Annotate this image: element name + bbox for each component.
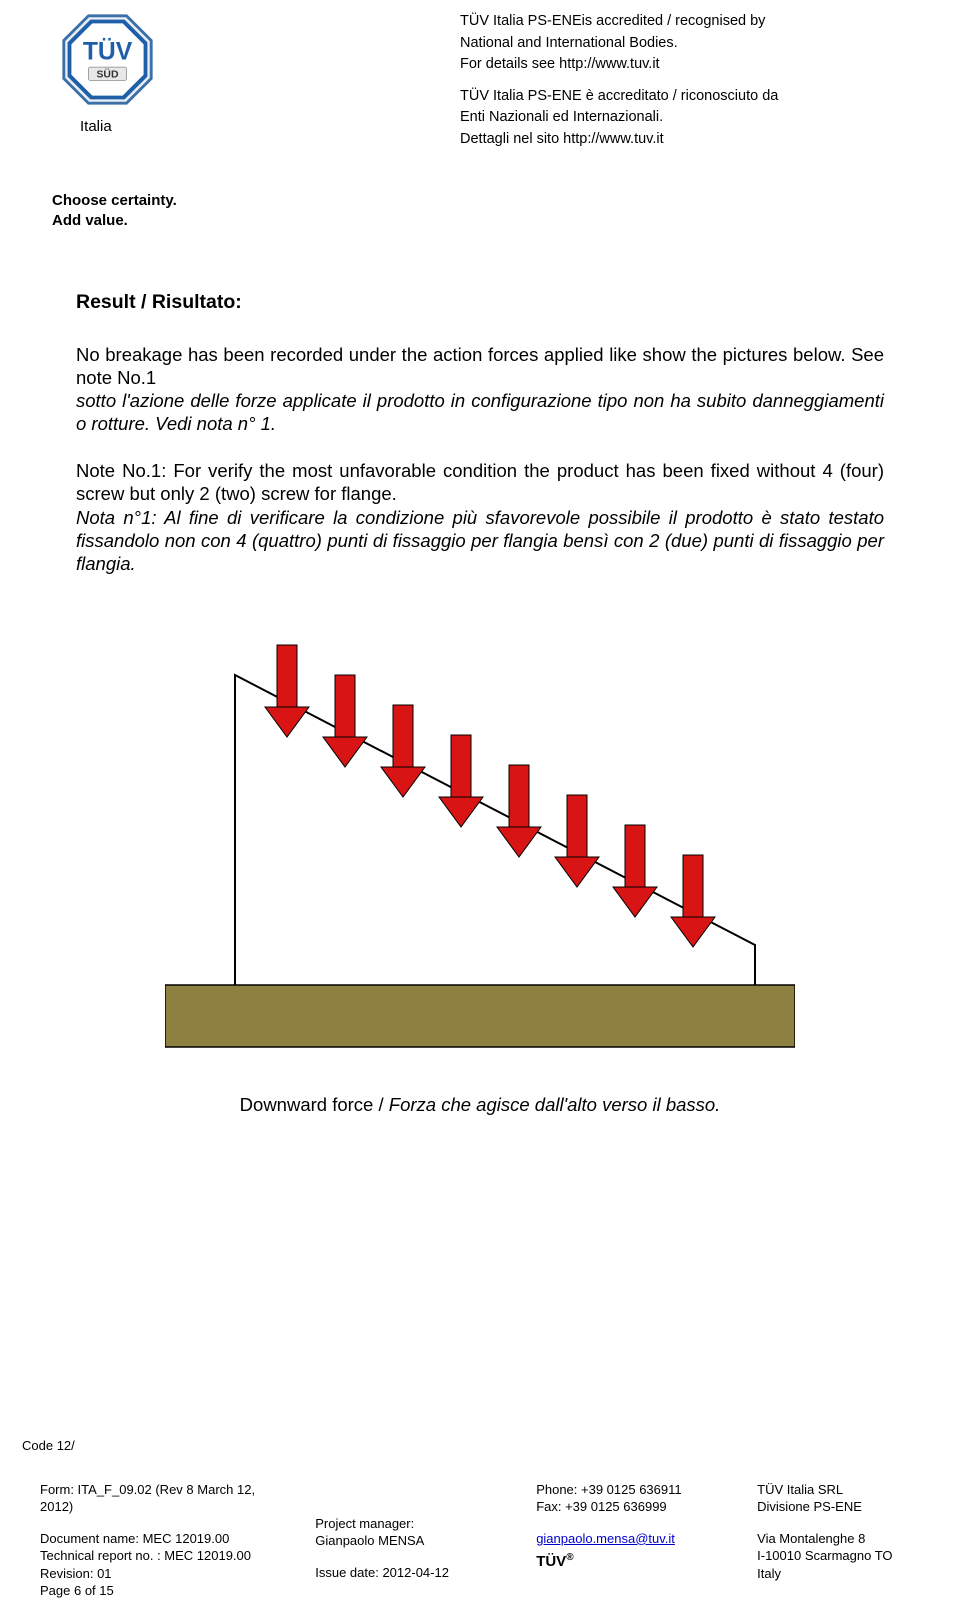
report-no: Technical report no. : MEC 12019.00 (40, 1547, 275, 1565)
footer-col-4: TÜV Italia SRL Divisione PS-ENE Via Mont… (757, 1481, 920, 1600)
main-content: Result / Risultato: No breakage has been… (76, 290, 884, 1116)
tuv-mark-text: TÜV (536, 1553, 566, 1570)
footer-col-3: Phone: +39 0125 636911 Fax: +39 0125 636… (536, 1481, 717, 1600)
phone: Phone: +39 0125 636911 (536, 1481, 717, 1499)
addr2: I-10010 Scarmagno TO (757, 1547, 920, 1565)
country: Italy (757, 1565, 920, 1583)
form-label: Form: ITA_F_09.02 (Rev 8 March 12, 2012) (40, 1481, 275, 1516)
tuv-mark: TÜV® (536, 1551, 717, 1572)
company: TÜV Italia SRL (757, 1481, 920, 1499)
force-diagram (165, 625, 795, 1065)
tagline-line: Add value. (52, 211, 960, 231)
caption-it: Forza che agisce dall'alto verso il bass… (389, 1094, 721, 1115)
header-line: Dettagli nel sito http://www.tuv.it (460, 130, 778, 150)
result-p2-en: Note No.1: For verify the most unfavorab… (76, 460, 884, 504)
footer-col-1: Form: ITA_F_09.02 (Rev 8 March 12, 2012)… (40, 1481, 275, 1600)
footer-col-2: Project manager: Gianpaolo MENSA Issue d… (315, 1481, 496, 1600)
header-line: TÜV Italia PS-ENE è accreditato / ricono… (460, 87, 778, 107)
header-accreditation: TÜV Italia PS-ENEis accredited / recogni… (460, 12, 778, 151)
header-line: For details see http://www.tuv.it (460, 55, 778, 75)
result-paragraph-1: No breakage has been recorded under the … (76, 343, 884, 436)
header-line: Enti Nazionali ed Internazionali. (460, 108, 778, 128)
fax: Fax: +39 0125 636999 (536, 1498, 717, 1516)
result-p1-en: No breakage has been recorded under the … (76, 344, 884, 388)
email-link[interactable]: gianpaolo.mensa@tuv.it (536, 1530, 717, 1548)
division: Divisione PS-ENE (757, 1498, 920, 1516)
page-header: TÜV SÜD Italia TÜV Italia PS-ENEis accre… (0, 0, 960, 151)
diagram-caption: Downward force / Forza che agisce dall'a… (165, 1093, 795, 1116)
result-p2-it: Nota n°1: Al fine di verificare la condi… (76, 507, 884, 574)
pm-name: Gianpaolo MENSA (315, 1532, 496, 1550)
code-label: Code 12/ (22, 1437, 920, 1455)
result-paragraph-2: Note No.1: For verify the most unfavorab… (76, 459, 884, 575)
addr1: Via Montalenghe 8 (757, 1530, 920, 1548)
tagline-line: Choose certainty. (52, 191, 960, 211)
footer-columns: Form: ITA_F_09.02 (Rev 8 March 12, 2012)… (40, 1481, 920, 1600)
result-title: Result / Risultato: (76, 290, 884, 314)
svg-text:TÜV: TÜV (83, 39, 133, 66)
revision: Revision: 01 (40, 1565, 275, 1583)
issue-date: Issue date: 2012-04-12 (315, 1564, 496, 1582)
page-footer: Code 12/ Form: ITA_F_09.02 (Rev 8 March … (0, 1437, 960, 1600)
doc-name: Document name: MEC 12019.00 (40, 1530, 275, 1548)
header-line: National and International Bodies. (460, 34, 778, 54)
logo-block: TÜV SÜD Italia (60, 12, 190, 151)
logo-label: Italia (80, 118, 190, 135)
tuv-logo-icon: TÜV SÜD (60, 12, 155, 107)
svg-text:SÜD: SÜD (96, 68, 118, 81)
tagline: Choose certainty. Add value. (52, 191, 960, 230)
header-line: TÜV Italia PS-ENEis accredited / recogni… (460, 12, 778, 32)
caption-en: Downward force / (240, 1094, 389, 1115)
pm-label: Project manager: (315, 1515, 496, 1533)
diagram-container: Downward force / Forza che agisce dall'a… (165, 625, 795, 1116)
result-p1-it: sotto l'azione delle forze applicate il … (76, 390, 884, 434)
page-no: Page 6 of 15 (40, 1582, 275, 1600)
